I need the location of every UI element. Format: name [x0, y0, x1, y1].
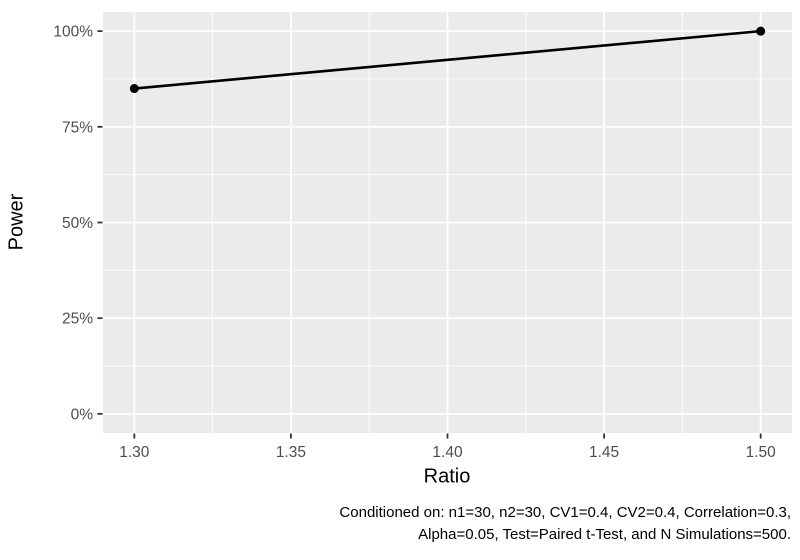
y-tick-label: 0% [71, 406, 94, 423]
caption-line-2: Alpha=0.05, Test=Paired t-Test, and N Si… [418, 526, 791, 543]
y-tick-label: 50% [62, 215, 93, 232]
caption-line-1: Conditioned on: n1=30, n2=30, CV1=0.4, C… [339, 504, 791, 521]
y-axis-title: Power [5, 193, 28, 251]
y-tick-label: 25% [62, 311, 93, 328]
x-tick-label: 1.30 [119, 444, 150, 461]
y-tick-label: 75% [62, 119, 93, 136]
series-line [134, 29, 761, 90]
x-tick-label: 1.45 [589, 444, 619, 461]
y-tick-label: 100% [53, 24, 93, 41]
x-axis-title: Ratio [423, 465, 471, 488]
caption: Conditioned on: n1=30, n2=30, CV1=0.4, C… [339, 502, 791, 546]
x-tick-label: 1.40 [432, 444, 463, 461]
data-point [756, 26, 766, 36]
x-tick-label: 1.35 [276, 444, 306, 461]
x-tick-label: 1.50 [746, 444, 777, 461]
data-point [129, 84, 139, 94]
